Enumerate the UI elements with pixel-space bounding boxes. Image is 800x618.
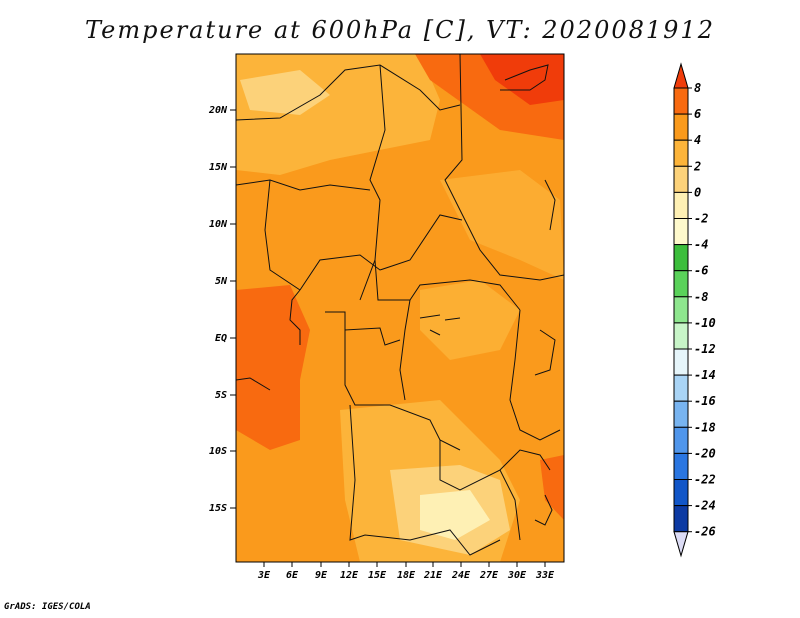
colorbar-swatch (673, 165, 689, 193)
colorbar-swatch (673, 426, 689, 454)
colorbar-label: -22 (694, 473, 716, 487)
colorbar-swatch (673, 452, 689, 480)
latitude-axis: 20N 15N 10N 5N EQ 5S 10S 15S (208, 105, 236, 514)
colorbar-swatch (673, 244, 689, 272)
lon-tick-label: 18E (397, 570, 416, 581)
colorbar-bottom-arrow (673, 531, 689, 558)
lon-tick-label: 3E (257, 570, 271, 581)
colorbar-label: -4 (694, 238, 708, 252)
colorbar-swatch (673, 218, 689, 246)
field-west-hot (236, 285, 310, 450)
field-east-mild (440, 170, 564, 280)
lon-tick-label: 27E (479, 570, 499, 581)
country-borders (236, 54, 564, 556)
field-south-pale (420, 490, 490, 540)
colorbar-label: -6 (694, 264, 708, 278)
colorbar-swatch (673, 348, 689, 376)
colorbar-swatch (673, 374, 689, 402)
lon-tick-label: 30E (507, 570, 527, 581)
lat-tick-label: 20N (208, 105, 228, 116)
lat-tick-label: 5N (215, 276, 228, 287)
colorbar-label: -12 (694, 342, 716, 356)
colorbar-label: -24 (694, 499, 716, 513)
field-north-cool (240, 70, 330, 115)
colorbar-swatch (673, 87, 689, 115)
colorbar-label: -26 (694, 525, 716, 539)
lon-tick-label: 6E (286, 570, 299, 581)
colorbar-top-arrow (673, 62, 689, 89)
colorbar-label: -14 (694, 368, 716, 382)
lat-tick-label: 15N (209, 162, 228, 173)
colorbar-label: -16 (694, 394, 716, 408)
field-central-mild (420, 280, 520, 360)
temperature-field (236, 54, 564, 562)
field-se-hot (540, 455, 564, 520)
colorbar: 8 6 4 2 0 -2 -4 -6 -8 -10 -12 -14 -16 -18 -20 -22 -24 -26 (673, 62, 716, 558)
colorbar-swatch (673, 479, 689, 507)
colorbar-swatch (673, 191, 689, 219)
map-frame (235, 53, 565, 563)
lat-tick-label: 10S (209, 446, 227, 457)
colorbar-label: -18 (694, 420, 716, 434)
colorbar-label: -10 (694, 316, 716, 330)
colorbar-label: 4 (694, 133, 701, 147)
lat-tick-label: 15S (209, 503, 227, 514)
colorbar-swatch (673, 113, 689, 141)
colorbar-swatch (673, 322, 689, 350)
colorbar-label: 2 (693, 159, 701, 173)
colorbar-swatch (673, 139, 689, 167)
lat-tick-label: EQ (215, 333, 227, 344)
colorbar-swatch (673, 296, 689, 324)
lon-tick-label: 9E (315, 570, 328, 581)
lon-tick-label: 33E (535, 570, 555, 581)
lon-tick-label: 24E (451, 570, 471, 581)
map-title: Temperature at 600hPa [C], VT: 202008191… (85, 16, 715, 44)
colorbar-label: -8 (694, 290, 708, 304)
colorbar-swatch (673, 400, 689, 428)
longitude-axis: 3E 6E 9E 12E 15E 18E 21E 24E 27E 30E 33E (257, 562, 555, 581)
colorbar-swatch (673, 270, 689, 298)
colorbar-label: -20 (694, 446, 716, 460)
lon-tick-label: 15E (368, 570, 387, 581)
lat-tick-label: 5S (215, 390, 227, 401)
lat-tick-label: 10N (209, 219, 228, 230)
lon-tick-label: 12E (340, 570, 359, 581)
lon-tick-label: 21E (423, 570, 443, 581)
colorbar-label: 0 (694, 185, 701, 199)
colorbar-label: 6 (694, 107, 701, 121)
grads-credit: GrADS: IGES/COLA (4, 602, 91, 612)
colorbar-label: 8 (694, 81, 701, 95)
colorbar-swatch (673, 505, 689, 533)
colorbar-label: -2 (694, 212, 708, 226)
